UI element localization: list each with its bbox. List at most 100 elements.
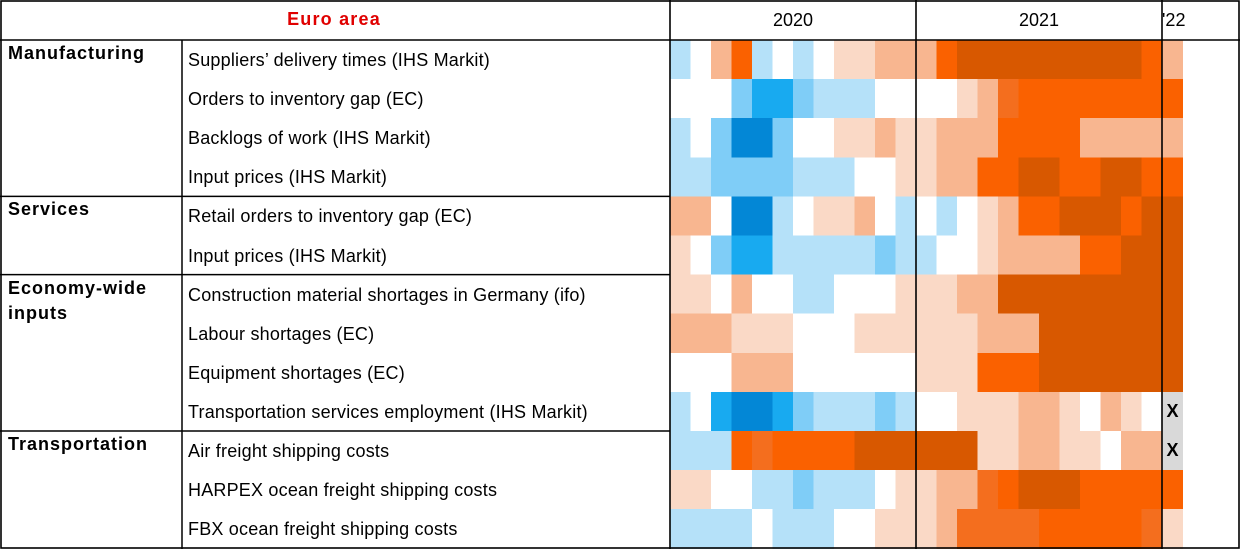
heatmap-cell <box>854 196 876 237</box>
heatmap-cell <box>957 470 979 510</box>
row-label: Input prices (IHS Markit) <box>188 167 388 188</box>
heatmap-cell <box>1018 509 1040 549</box>
heatmap-cell <box>752 79 774 119</box>
heatmap-cell <box>1162 509 1184 549</box>
heatmap-cell <box>1039 40 1061 80</box>
heatmap-cell <box>834 274 856 315</box>
heatmap-cell <box>731 274 753 315</box>
heatmap-cell <box>793 274 815 315</box>
heatmap-cell <box>1059 157 1081 197</box>
heatmap-cell <box>1080 352 1102 393</box>
heatmap-cell <box>1039 274 1061 315</box>
heatmap-cell <box>1100 431 1122 471</box>
heatmap-cell <box>977 391 999 432</box>
heatmap-cell <box>1080 431 1102 471</box>
heatmap-cell <box>834 470 856 510</box>
heatmap-cell <box>1141 40 1163 80</box>
heatmap-cell <box>1100 79 1122 119</box>
heatmap-cell <box>854 431 876 471</box>
heatmap-cell <box>977 157 999 197</box>
heatmap-cell <box>813 118 835 158</box>
heatmap-cell <box>1059 79 1081 119</box>
group-label: Economy-wide inputs <box>8 277 148 323</box>
heatmap-cell <box>1080 40 1102 80</box>
heatmap-cell <box>998 391 1020 432</box>
heatmap-cell <box>1141 157 1163 197</box>
heatmap-cell <box>711 196 733 237</box>
heatmap-cell <box>772 157 794 197</box>
heatmap-cell <box>670 470 692 510</box>
heatmap-cell <box>752 313 774 354</box>
row-label: Labour shortages (EC) <box>188 323 375 344</box>
heatmap-cell <box>936 431 958 471</box>
heatmap-cell <box>731 352 753 393</box>
heatmap-cell <box>936 509 958 549</box>
heatmap-cell <box>834 79 856 119</box>
heatmap-cell <box>731 470 753 510</box>
heatmap-cell <box>1018 235 1040 276</box>
heatmap-cell <box>670 352 692 393</box>
heatmap-cell <box>1080 274 1102 315</box>
missing-marker: X <box>1166 440 1179 460</box>
heatmap-cell <box>772 352 794 393</box>
heatmap-cell <box>813 431 835 471</box>
heatmap-cell <box>1100 313 1122 354</box>
heatmap-cell <box>1080 79 1102 119</box>
heatmap-cell <box>752 391 774 432</box>
heatmap-cell <box>670 157 692 197</box>
heatmap-cell <box>1039 157 1061 197</box>
heatmap-cell <box>1039 509 1061 549</box>
heatmap-cell <box>813 196 835 237</box>
heatmap-cell <box>854 391 876 432</box>
period-header: 2021 <box>1018 10 1060 30</box>
heatmap-cell <box>670 196 692 237</box>
heatmap-cell <box>731 235 753 276</box>
heatmap-cell <box>1162 313 1184 354</box>
heatmap-cell <box>690 352 712 393</box>
heatmap-cell <box>1121 196 1143 237</box>
heatmap-cell <box>875 391 897 432</box>
heatmap-cell <box>895 431 917 471</box>
heatmap-cell <box>793 470 815 510</box>
heatmap-cell <box>998 509 1020 549</box>
heatmap-cell <box>793 40 815 80</box>
heatmap-cell <box>711 470 733 510</box>
heatmap-cell <box>895 157 917 197</box>
heatmap-cell <box>1121 313 1143 354</box>
row-label: FBX ocean freight shipping costs <box>188 519 458 540</box>
heatmap-cell <box>834 313 856 354</box>
heatmap-cell <box>1059 118 1081 158</box>
heatmap-cell <box>998 470 1020 510</box>
heatmap-cell <box>977 40 999 80</box>
heatmap-cell <box>1039 79 1061 119</box>
heatmap-cell <box>1121 79 1143 119</box>
heatmap-cell <box>936 313 958 354</box>
heatmap-cell <box>711 313 733 354</box>
heatmap-cell <box>916 118 938 158</box>
heatmap-cell <box>1059 509 1081 549</box>
group-label: Transportation <box>8 434 149 454</box>
heatmap-cell <box>1059 391 1081 432</box>
heatmap-cell <box>690 79 712 119</box>
heatmap-cell <box>690 470 712 510</box>
heatmap-cell <box>793 79 815 119</box>
heatmap-cell <box>895 313 917 354</box>
heatmap-cell <box>895 274 917 315</box>
heatmap-cell <box>998 274 1020 315</box>
period-header: 2020 <box>772 10 814 30</box>
heatmap-cell <box>1059 40 1081 80</box>
heatmap-cell <box>916 235 938 276</box>
heatmap-cell <box>1018 157 1040 197</box>
heatmap-cell <box>1121 391 1143 432</box>
heatmap-cell <box>813 235 835 276</box>
heatmap-cell <box>813 470 835 510</box>
heatmap-cell <box>916 79 938 119</box>
heatmap-cell <box>977 509 999 549</box>
row-label: Backlogs of work (IHS Markit) <box>188 128 431 149</box>
heatmap-cell <box>711 431 733 471</box>
heatmap-cell <box>793 509 815 549</box>
heatmap-cell <box>690 313 712 354</box>
row-label: Construction material shortages in Germa… <box>188 284 586 305</box>
